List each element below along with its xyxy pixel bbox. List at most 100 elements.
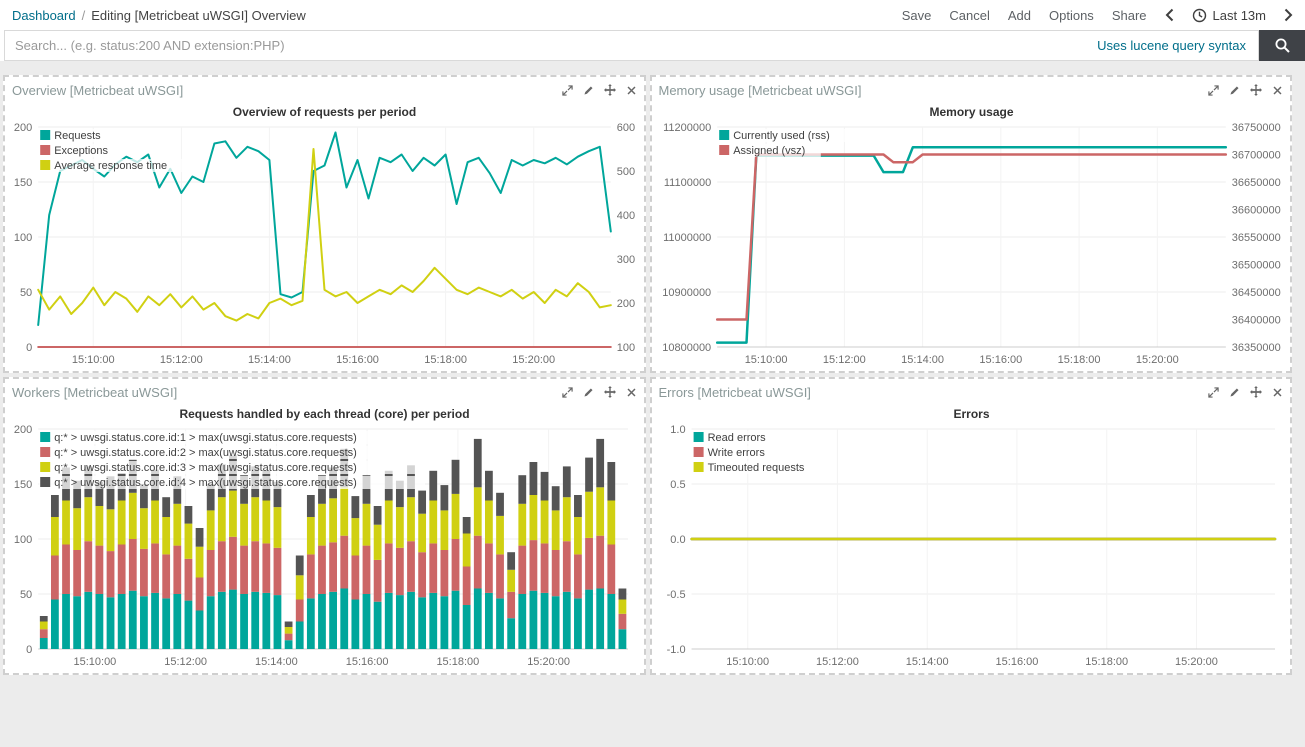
svg-text:36400000: 36400000 bbox=[1231, 315, 1280, 327]
lucene-syntax-link[interactable]: Uses lucene query syntax bbox=[1093, 31, 1250, 60]
svg-text:Currently used (rss): Currently used (rss) bbox=[733, 130, 830, 142]
svg-text:15:20:00: 15:20:00 bbox=[1135, 354, 1178, 366]
edit-button[interactable] bbox=[1229, 85, 1240, 96]
legend-item[interactable]: Requests bbox=[39, 129, 107, 142]
svg-text:500: 500 bbox=[617, 166, 635, 178]
options-button[interactable]: Options bbox=[1049, 7, 1094, 23]
move-button[interactable] bbox=[1250, 84, 1262, 96]
svg-text:q:* > uwsgi.status.core.id:1 >: q:* > uwsgi.status.core.id:1 > max(uwsgi… bbox=[54, 432, 357, 444]
legend-item[interactable]: q:* > uwsgi.status.core.id:1 > max(uwsgi… bbox=[39, 431, 425, 444]
expand-button[interactable] bbox=[1208, 386, 1219, 398]
close-button[interactable] bbox=[626, 387, 637, 398]
close-icon bbox=[1273, 387, 1282, 397]
svg-text:36450000: 36450000 bbox=[1231, 287, 1280, 299]
breadcrumb-separator: / bbox=[81, 7, 86, 23]
chevron-left-icon bbox=[1165, 8, 1173, 22]
pencil-icon bbox=[583, 387, 593, 397]
cancel-button[interactable]: Cancel bbox=[949, 7, 990, 23]
close-button[interactable] bbox=[1272, 387, 1283, 398]
svg-text:Timeouted requests: Timeouted requests bbox=[707, 462, 804, 474]
edit-button[interactable] bbox=[583, 387, 594, 398]
chart-canvas-memory: Memory usage 10800000 10900000 11000000 1110… bbox=[652, 101, 1291, 371]
svg-text:15:14:00: 15:14:00 bbox=[255, 656, 298, 668]
legend-item[interactable]: Read errors bbox=[692, 431, 777, 444]
svg-text:600: 600 bbox=[617, 122, 635, 134]
svg-text:150: 150 bbox=[14, 177, 32, 189]
search-box: Uses lucene query syntax bbox=[4, 30, 1259, 61]
edit-button[interactable] bbox=[583, 85, 594, 96]
time-picker[interactable]: Last 13m bbox=[1192, 8, 1266, 23]
svg-text:15:20:00: 15:20:00 bbox=[527, 656, 570, 668]
legend-item[interactable]: Assigned (vsz) bbox=[717, 144, 821, 157]
time-forward-button[interactable] bbox=[1284, 8, 1293, 22]
legend-item[interactable]: Timeouted requests bbox=[692, 461, 819, 474]
close-icon bbox=[626, 85, 636, 95]
panel-toolbar bbox=[561, 84, 637, 96]
move-icon bbox=[1250, 386, 1262, 398]
page-title: Editing [Metricbeat uWSGI] Overview bbox=[91, 7, 306, 23]
panel-header: Errors [Metricbeat uWSGI] bbox=[652, 379, 1291, 403]
edit-button[interactable] bbox=[1229, 387, 1240, 398]
svg-text:0: 0 bbox=[26, 644, 32, 656]
pencil-icon bbox=[583, 85, 593, 95]
svg-text:Write errors: Write errors bbox=[707, 447, 765, 459]
expand-button[interactable] bbox=[561, 386, 573, 398]
expand-button[interactable] bbox=[1208, 84, 1219, 96]
svg-text:300: 300 bbox=[617, 254, 635, 266]
svg-text:Overview of requests per perio: Overview of requests per period bbox=[233, 105, 416, 119]
svg-text:200: 200 bbox=[14, 424, 32, 436]
move-button[interactable] bbox=[1250, 386, 1262, 398]
svg-text:36700000: 36700000 bbox=[1231, 150, 1280, 162]
search-input[interactable] bbox=[5, 31, 1258, 60]
legend-item[interactable]: q:* > uwsgi.status.core.id:3 > max(uwsgi… bbox=[39, 461, 425, 474]
svg-text:15:16:00: 15:16:00 bbox=[346, 656, 389, 668]
svg-text:50: 50 bbox=[20, 589, 32, 601]
pencil-icon bbox=[1230, 387, 1239, 397]
svg-text:Read errors: Read errors bbox=[707, 432, 766, 444]
save-button[interactable]: Save bbox=[901, 7, 932, 23]
time-range-label: Last 13m bbox=[1212, 7, 1266, 23]
panel-toolbar bbox=[1208, 386, 1283, 398]
panel-errors: Errors [Metricbeat uWSGI] Errors -1.0 -0.5… bbox=[649, 377, 1292, 675]
svg-text:150: 150 bbox=[14, 479, 32, 491]
legend-item[interactable]: q:* > uwsgi.status.core.id:4 > max(uwsgi… bbox=[39, 476, 425, 489]
chart-svg: Memory usage 10800000 10900000 11000000 1110… bbox=[662, 105, 1281, 366]
svg-text:200: 200 bbox=[14, 122, 32, 134]
chart-canvas-overview: Overview of requests per period 0 50 100 150… bbox=[5, 101, 644, 371]
svg-text:200: 200 bbox=[617, 298, 635, 310]
svg-text:100: 100 bbox=[14, 232, 32, 244]
svg-text:q:* > uwsgi.status.core.id:4 >: q:* > uwsgi.status.core.id:4 > max(uwsgi… bbox=[54, 477, 357, 489]
chart-svg: Overview of requests per period 0 50 100 150… bbox=[14, 105, 635, 366]
close-button[interactable] bbox=[1272, 85, 1283, 96]
svg-text:0.0: 0.0 bbox=[670, 534, 685, 546]
panel-title: Workers [Metricbeat uWSGI] bbox=[12, 384, 178, 400]
svg-text:15:10:00: 15:10:00 bbox=[726, 656, 769, 668]
breadcrumb-dashboard-link[interactable]: Dashboard bbox=[12, 7, 76, 23]
panel-header: Overview [Metricbeat uWSGI] bbox=[5, 77, 644, 101]
svg-text:15:18:00: 15:18:00 bbox=[1057, 354, 1100, 366]
move-button[interactable] bbox=[603, 84, 616, 96]
legend-item[interactable]: Write errors bbox=[692, 446, 783, 459]
svg-text:15:14:00: 15:14:00 bbox=[248, 354, 291, 366]
close-button[interactable] bbox=[626, 85, 637, 96]
breadcrumb: Dashboard / Editing [Metricbeat uWSGI] O… bbox=[12, 8, 306, 23]
move-button[interactable] bbox=[603, 386, 616, 398]
svg-text:-1.0: -1.0 bbox=[666, 644, 685, 656]
expand-button[interactable] bbox=[561, 84, 573, 96]
legend-item[interactable]: q:* > uwsgi.status.core.id:2 > max(uwsgi… bbox=[39, 446, 425, 459]
svg-text:10800000: 10800000 bbox=[662, 342, 711, 354]
dashboard-grid: Overview [Metricbeat uWSGI] Overview of … bbox=[0, 61, 1305, 747]
chart-canvas-errors: Errors -1.0 -0.5 0.0 0.5 1.0 15:10:00 15:12:00 1… bbox=[652, 403, 1291, 673]
add-button[interactable]: Add bbox=[1007, 7, 1031, 23]
time-back-button[interactable] bbox=[1165, 8, 1174, 22]
clock-icon bbox=[1192, 8, 1206, 22]
svg-text:11000000: 11000000 bbox=[663, 232, 711, 244]
svg-text:15:18:00: 15:18:00 bbox=[436, 656, 479, 668]
share-button[interactable]: Share bbox=[1111, 7, 1147, 23]
search-button[interactable] bbox=[1259, 30, 1305, 61]
legend-item[interactable]: Exceptions bbox=[39, 144, 119, 157]
legend-item[interactable]: Average response time bbox=[39, 159, 184, 172]
legend-item[interactable]: Currently used (rss) bbox=[717, 129, 856, 142]
svg-text:36650000: 36650000 bbox=[1231, 177, 1280, 189]
svg-text:50: 50 bbox=[20, 287, 32, 299]
